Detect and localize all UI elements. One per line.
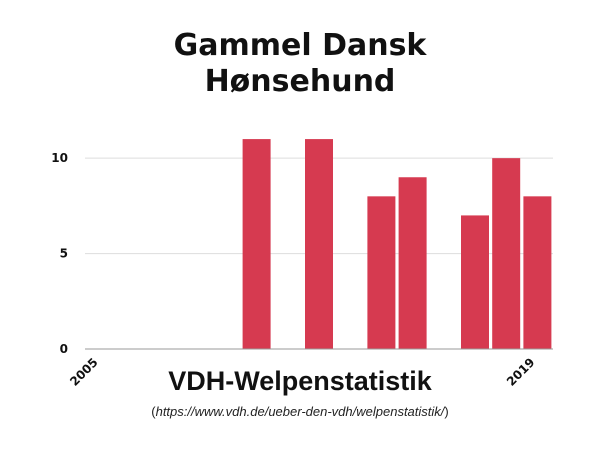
chart-title-line-1: Gammel Dansk [173,28,427,63]
bar-2014 [367,196,396,349]
chart-title-line-2: Hønsehund [204,64,396,99]
bar-2012 [305,139,333,349]
bar-2019 [523,196,552,349]
source-close-paren: ) [444,404,449,419]
bar-2017 [461,215,489,349]
bar-2010 [242,139,271,349]
source-heading: VDH-Welpenstatistik [168,366,432,396]
bar-2018 [492,158,521,349]
y-tick-label-10: 10 [51,151,68,165]
chart-title: Gammel Dansk Hønsehund [0,28,600,100]
source-open-paren: ( [151,404,156,419]
source-url-link[interactable]: https://www.vdh.de/ueber-den-vdh/welpens… [155,404,445,419]
source-citation: (https://www.vdh.de/ueber-den-vdh/welpen… [0,404,600,419]
y-tick-label-0: 0 [60,342,68,356]
y-tick-label-5: 5 [60,247,68,261]
bar-2015 [398,177,427,349]
